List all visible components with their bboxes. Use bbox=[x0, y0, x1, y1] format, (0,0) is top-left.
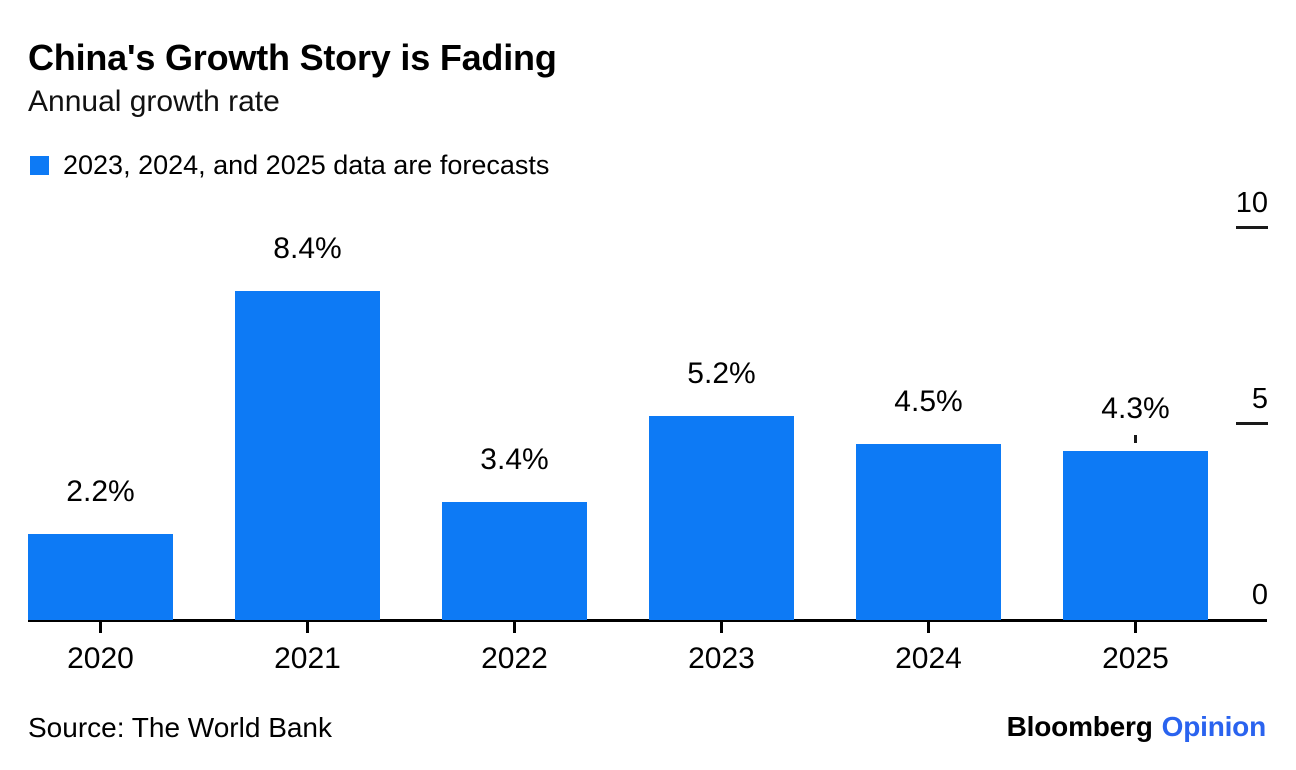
bar-value-label-2022: 3.4% bbox=[480, 443, 549, 476]
y-axis-tick-label-5: 5 bbox=[1251, 383, 1268, 415]
bar-2022 bbox=[442, 502, 587, 620]
forecast-marker-icon bbox=[1134, 435, 1137, 443]
y-axis-tick-dash-5 bbox=[1236, 422, 1268, 425]
x-axis-label-2021: 2021 bbox=[274, 642, 341, 675]
x-axis-tick-2020 bbox=[99, 622, 102, 633]
x-axis-tick-2022 bbox=[513, 622, 516, 633]
bar-2020 bbox=[28, 534, 173, 620]
y-axis-tick-dash-10 bbox=[1236, 226, 1268, 229]
y-axis-tick-label-0: 0 bbox=[1251, 579, 1268, 611]
x-axis-tick-2021 bbox=[306, 622, 309, 633]
bar-2024 bbox=[856, 444, 1001, 620]
x-axis-line bbox=[28, 619, 1267, 622]
bar-value-label-2021: 8.4% bbox=[273, 232, 342, 265]
brand-product: Opinion bbox=[1161, 711, 1267, 742]
x-axis-tick-2024 bbox=[927, 622, 930, 633]
x-axis-label-2025: 2025 bbox=[1102, 642, 1169, 675]
bar-value-label-2020: 2.2% bbox=[66, 475, 135, 508]
bar-value-label-2025: 4.3% bbox=[1101, 392, 1170, 425]
y-axis-tick-label-10: 10 bbox=[1235, 187, 1268, 219]
legend-swatch-icon bbox=[30, 155, 49, 175]
legend: 2023, 2024, and 2025 data are forecasts bbox=[30, 150, 549, 180]
page-subtitle: Annual growth rate bbox=[28, 85, 280, 118]
page-title: China's Growth Story is Fading bbox=[28, 37, 557, 78]
x-axis-label-2023: 2023 bbox=[688, 642, 755, 675]
x-axis-label-2020: 2020 bbox=[67, 642, 134, 675]
bar-2021 bbox=[235, 291, 380, 620]
x-axis-label-2024: 2024 bbox=[895, 642, 962, 675]
bar-2025 bbox=[1063, 451, 1208, 620]
x-axis-label-2022: 2022 bbox=[481, 642, 548, 675]
bar-value-label-2024: 4.5% bbox=[894, 385, 963, 418]
x-axis-tick-2023 bbox=[720, 622, 723, 633]
bloomberg-opinion-logo: Bloomberg Opinion bbox=[1006, 711, 1267, 742]
bar-2023 bbox=[649, 416, 794, 620]
legend-label: 2023, 2024, and 2025 data are forecasts bbox=[63, 150, 550, 180]
x-axis-tick-2025 bbox=[1134, 622, 1137, 633]
brand-name: Bloomberg bbox=[1006, 711, 1153, 742]
bar-value-label-2023: 5.2% bbox=[687, 357, 756, 390]
source-text: Source: The World Bank bbox=[28, 712, 333, 743]
